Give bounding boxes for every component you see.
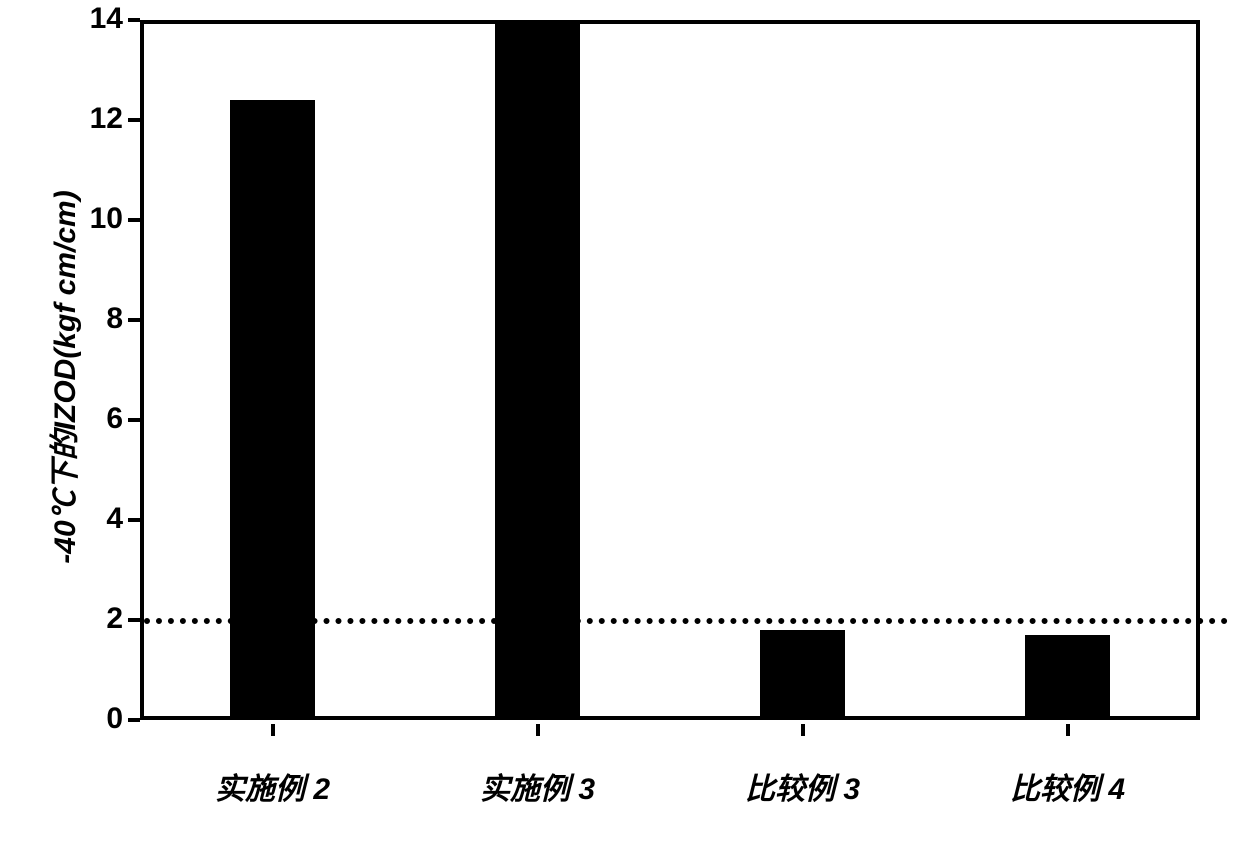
y-tick-label: 2 [63, 602, 123, 636]
x-category-label: 比较例 3 [670, 764, 935, 808]
y-tick-mark [128, 418, 140, 422]
y-tick-label: 4 [63, 502, 123, 536]
y-tick-label: 12 [63, 102, 123, 136]
x-category-label: 比较例 4 [935, 764, 1200, 808]
x-tick-mark [536, 724, 540, 736]
y-tick-mark [128, 18, 140, 22]
y-tick-mark [128, 218, 140, 222]
bar [230, 100, 315, 720]
y-tick-mark [128, 118, 140, 122]
bar [495, 20, 580, 720]
y-tick-label: 10 [63, 202, 123, 236]
y-tick-mark [128, 518, 140, 522]
bar [760, 630, 845, 720]
y-tick-mark [128, 718, 140, 722]
y-tick-mark [128, 318, 140, 322]
y-tick-mark [128, 618, 140, 622]
reference-line [144, 618, 1228, 624]
x-category-label: 实施例 2 [140, 764, 405, 808]
x-tick-mark [1066, 724, 1070, 736]
x-category-label: 实施例 3 [405, 764, 670, 808]
y-tick-label: 0 [63, 702, 123, 736]
y-tick-label: 8 [63, 302, 123, 336]
y-tick-label: 14 [63, 2, 123, 36]
chart-container: -40℃下的IZOD(kgf cm/cm) 02468101214实施例 2实施… [0, 0, 1240, 851]
x-tick-mark [801, 724, 805, 736]
y-tick-label: 6 [63, 402, 123, 436]
bar [1025, 635, 1110, 720]
x-tick-mark [271, 724, 275, 736]
